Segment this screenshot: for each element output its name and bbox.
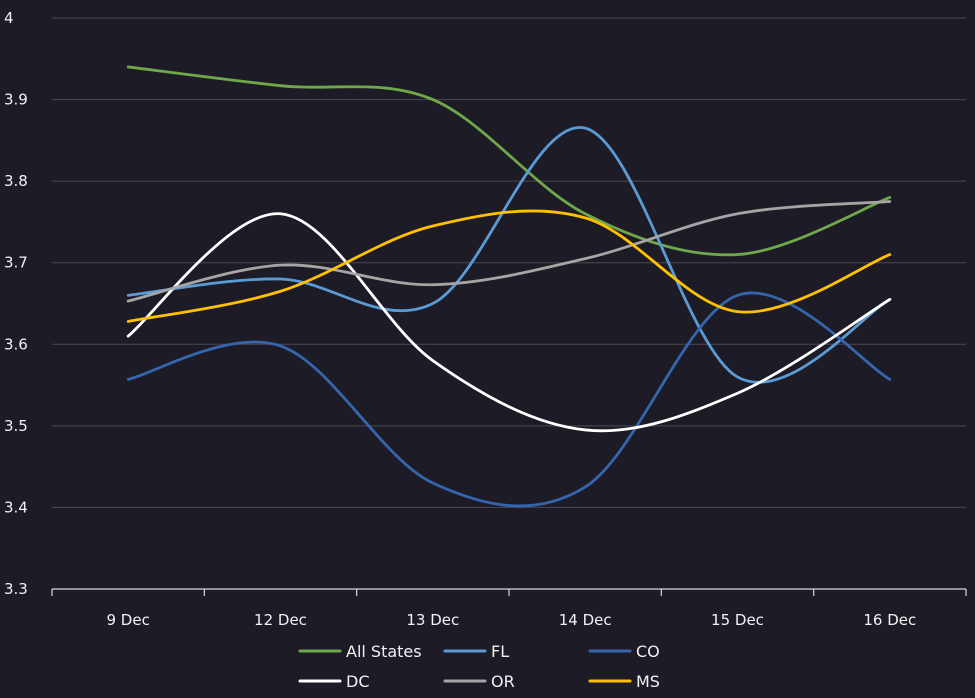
y-tick-label: 3.4 [4, 498, 28, 516]
legend: All States FL CO DC OR MS [298, 642, 660, 691]
x-tick-label: 14 Dec [559, 611, 612, 629]
legend-item-dc: DC [298, 672, 370, 691]
legend-label: DC [346, 672, 370, 691]
y-tick-label: 3.9 [4, 91, 28, 109]
legend-item-ms: MS [588, 672, 660, 691]
axes: 3.3 3.4 3.5 3.6 3.7 3.8 3.9 4 9 Dec 12 Dec 13 Dec 1… [4, 9, 967, 629]
legend-label: FL [491, 642, 509, 661]
y-tick-label: 3.3 [4, 580, 28, 598]
series-line-or [126, 200, 892, 303]
legend-label: OR [491, 672, 515, 691]
series-line-co [126, 291, 892, 508]
series-line-fl [126, 126, 892, 384]
y-tick-label: 3.6 [4, 335, 28, 353]
legend-item-co: CO [588, 642, 660, 661]
y-tick-label: 3.5 [4, 417, 28, 435]
x-tick-label: 9 Dec [106, 611, 149, 629]
legend-label: CO [636, 642, 660, 661]
legend-label: MS [636, 672, 660, 691]
x-tick-label: 15 Dec [711, 611, 764, 629]
y-tick-label: 3.8 [4, 172, 28, 190]
x-tick-label: 16 Dec [863, 611, 916, 629]
legend-item-all-states: All States [298, 642, 422, 661]
legend-item-or: OR [443, 672, 515, 691]
gridlines [52, 17, 966, 508]
series-line-ms [126, 209, 892, 323]
legend-label: All States [346, 642, 422, 661]
series-lines [126, 65, 892, 508]
series-line-dc [126, 212, 892, 433]
x-tick-label: 12 Dec [254, 611, 307, 629]
legend-item-fl: FL [443, 642, 509, 661]
y-tick-label: 4 [4, 9, 14, 27]
x-tick-label: 13 Dec [406, 611, 459, 629]
y-tick-label: 3.7 [4, 254, 28, 272]
series-line-all-states [126, 65, 892, 257]
